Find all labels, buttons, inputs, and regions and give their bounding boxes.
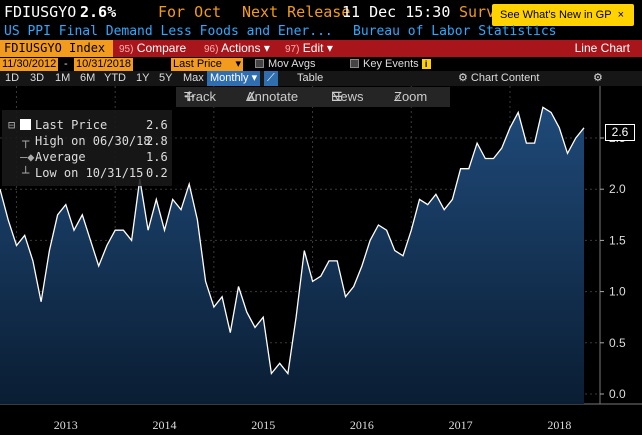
whats-new-label: See What's New in GP xyxy=(500,9,612,21)
series-line xyxy=(0,106,585,376)
x-tick-label: 2015 xyxy=(251,418,275,432)
chart-content-label: Chart Content xyxy=(470,72,540,84)
range-5y[interactable]: 5Y xyxy=(159,72,173,84)
y-tick-label: 0.5 xyxy=(609,336,626,350)
checkbox-icon xyxy=(255,59,264,68)
key-events-label: Key Events xyxy=(363,58,419,70)
chevron-down-icon: ▾ xyxy=(260,41,270,55)
y-tick-label: 1.0 xyxy=(609,285,626,299)
edit-label: Edit xyxy=(302,41,324,55)
legend-high: ┬ High on 06/30/18 2.8 xyxy=(2,134,172,150)
series-swatch xyxy=(20,119,31,130)
close-icon[interactable]: × xyxy=(617,9,624,21)
edit-number: 97) xyxy=(285,44,300,55)
period-select[interactable]: Monthly ▾ xyxy=(207,71,261,86)
actions-number: 96) xyxy=(204,44,219,55)
range-3d[interactable]: 3D xyxy=(30,72,45,84)
compare-number: 95) xyxy=(119,44,134,55)
next-release-label: Next Release xyxy=(242,3,351,21)
legend-high-label: High on 06/30/18 xyxy=(35,134,151,148)
legend-avg-label: Average xyxy=(35,150,86,164)
compare-label: Compare xyxy=(136,41,187,55)
range-1d[interactable]: 1D xyxy=(5,72,20,84)
annotate-icon: ∠ xyxy=(246,89,258,104)
legend-avg-value: 1.6 xyxy=(146,150,168,164)
news-icon: ☰ xyxy=(331,89,343,104)
chart-content-button[interactable]: ⚙ Chart Content xyxy=(458,71,539,86)
collapse-icon[interactable]: ⊟ xyxy=(8,118,16,132)
last-value: 2.6% xyxy=(80,3,117,21)
low-marker-icon: ┴ xyxy=(22,166,30,180)
y-tick-label: 2.0 xyxy=(609,182,626,196)
data-source: Bureau of Labor Statistics xyxy=(353,24,557,39)
function-toolbar: FDIUSGYO Index 95) Compare 96) Actions ▾… xyxy=(0,40,642,57)
ticker-label[interactable]: FDIUSGYO xyxy=(4,3,77,21)
x-tick-label: 2016 xyxy=(350,418,374,432)
annotate-label: Annotate xyxy=(246,89,299,104)
track-label: Track xyxy=(184,89,217,104)
legend-high-value: 2.8 xyxy=(146,134,168,148)
start-date-field[interactable]: 11/30/2012 xyxy=(0,58,59,71)
period-label: For Oct xyxy=(158,3,222,21)
compare-button[interactable]: 95) Compare xyxy=(116,40,189,57)
x-tick-label: 2013 xyxy=(54,418,78,432)
actions-label: Actions xyxy=(221,41,261,55)
range-1m[interactable]: 1M xyxy=(55,72,71,84)
settings-icon: ⚙ xyxy=(458,72,471,84)
price-field-select[interactable]: Last Price ▾ xyxy=(171,58,243,71)
next-release-value: 11 Dec 15:30 xyxy=(342,3,451,21)
chart-controls: 11/30/2012 - 10/31/2018 Last Price ▾ Mov … xyxy=(0,58,642,71)
legend-panel: ⊟ Last Price 2.6 ┬ High on 06/30/18 2.8 … xyxy=(2,110,172,186)
range-ytd[interactable]: YTD xyxy=(104,72,126,84)
price-field-value: Last Price xyxy=(173,58,222,70)
info-icon[interactable]: i xyxy=(421,59,431,69)
mov-avgs-label: Mov Avgs xyxy=(268,58,316,70)
period-value: Monthly xyxy=(210,72,249,84)
legend-low-value: 0.2 xyxy=(146,166,168,180)
chevron-down-icon: ▾ xyxy=(251,72,258,84)
range-bar: 1D 3D 1M 6M YTD 1Y 5Y Max Monthly ▾ ⟋ Ta… xyxy=(0,71,642,86)
checkbox-icon xyxy=(350,59,359,68)
range-1y[interactable]: 1Y xyxy=(136,72,150,84)
series-area xyxy=(0,107,584,405)
legend-average: –◆ Average 1.6 xyxy=(2,150,172,166)
news-label: News xyxy=(331,89,364,104)
x-tick-label: 2018 xyxy=(547,418,571,432)
whats-new-button[interactable]: See What's New in GP × xyxy=(492,4,634,26)
table-toggle[interactable]: Table xyxy=(297,72,324,84)
gear-icon[interactable]: ⚙ xyxy=(593,72,603,84)
crosshair-icon: ✢ xyxy=(184,89,195,104)
legend-low: ┴ Low on 10/31/15 0.2 xyxy=(2,166,172,182)
toolbar-ticker[interactable]: FDIUSGYO Index xyxy=(0,40,113,57)
x-tick-label: 2017 xyxy=(449,418,473,432)
chevron-down-icon: ▾ xyxy=(323,41,333,55)
average-marker-icon: –◆ xyxy=(20,150,35,164)
security-description: US PPI Final Demand Less Foods and Ener.… xyxy=(4,24,333,39)
end-date-field[interactable]: 10/31/2018 xyxy=(74,58,134,71)
legend-last-value: 2.6 xyxy=(146,118,168,132)
line-chart-icon[interactable]: ⟋ xyxy=(264,71,278,86)
key-events-toggle[interactable]: Key Events i xyxy=(350,58,431,71)
price-chart[interactable]: 0.00.51.01.52.02.5 201320142015201620172… xyxy=(0,86,642,435)
date-separator: - xyxy=(64,58,68,70)
legend-last-price[interactable]: ⊟ Last Price 2.6 xyxy=(2,118,172,134)
legend-low-label: Low on 10/31/15 xyxy=(35,166,144,180)
chevron-down-icon: ▾ xyxy=(235,58,241,70)
actions-button[interactable]: 96) Actions ▾ xyxy=(201,40,273,57)
high-marker-icon: ┬ xyxy=(22,134,30,148)
legend-last-label: Last Price xyxy=(35,118,108,132)
x-tick-label: 2014 xyxy=(153,418,177,432)
chart-type-label[interactable]: Line Chart xyxy=(574,41,630,55)
chart-tools-bar: ✢ Track ∠ Annotate ☰ News ⌕ Zoom xyxy=(176,87,450,107)
last-value-tag: 2.6 xyxy=(605,124,635,141)
zoom-label: Zoom xyxy=(394,89,428,104)
y-tick-label: 1.5 xyxy=(609,233,626,247)
y-tick-label: 0.0 xyxy=(609,387,626,401)
search-icon: ⌕ xyxy=(394,89,402,104)
security-description-bar: US PPI Final Demand Less Foods and Ener.… xyxy=(0,25,642,39)
range-6m[interactable]: 6M xyxy=(80,72,96,84)
edit-button[interactable]: 97) Edit ▾ xyxy=(282,40,336,57)
mov-avgs-toggle[interactable]: Mov Avgs xyxy=(255,58,316,71)
range-max[interactable]: Max xyxy=(183,72,204,84)
